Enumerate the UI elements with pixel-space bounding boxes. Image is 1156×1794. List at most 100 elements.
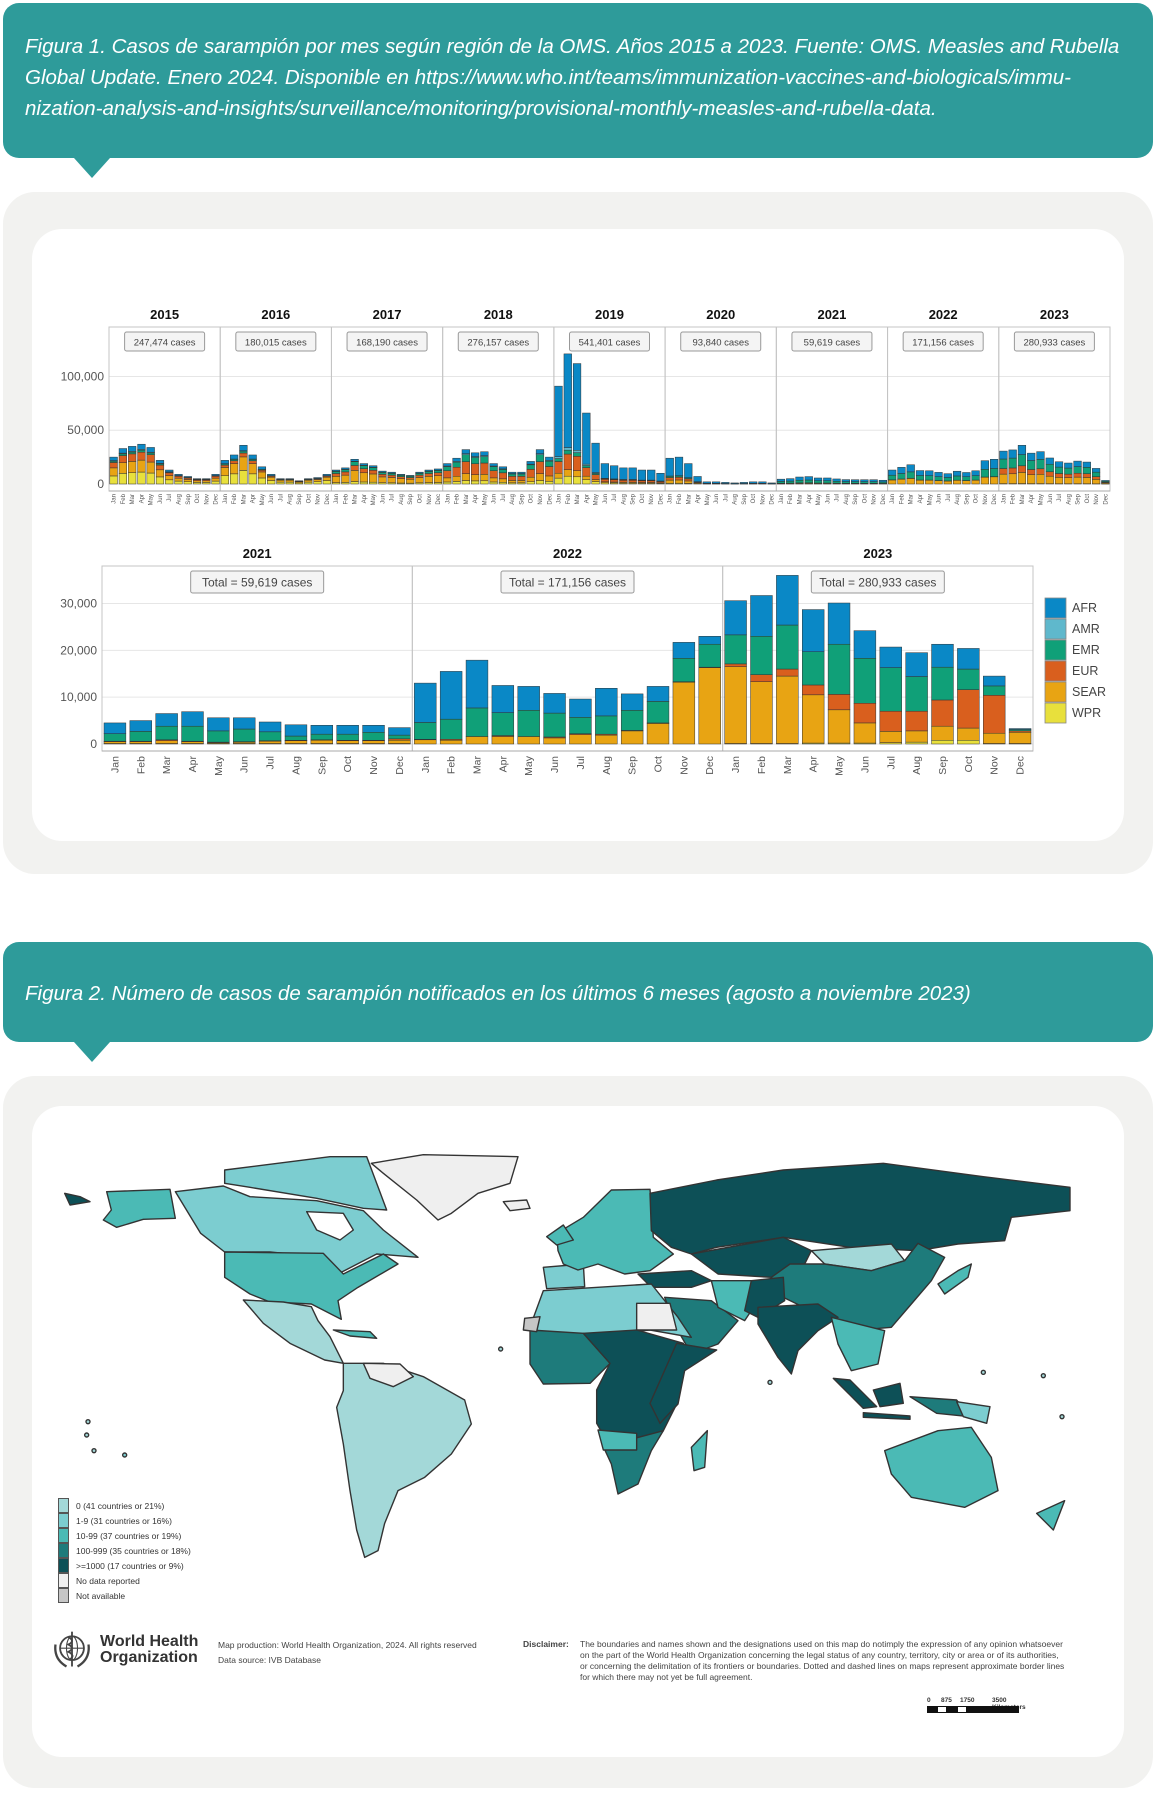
bar-segment-sear-2022-apr — [915, 479, 925, 485]
legend-label: >=1000 (17 countries or 9%) — [76, 1560, 184, 1571]
map-island-marker — [499, 1347, 503, 1351]
bar-segment-afr-2015-dec — [211, 474, 220, 476]
bar-segment-eur-2018-jan — [443, 470, 452, 479]
bar-segment-wpr-2023-aug — [905, 741, 928, 745]
bar-segment-wpr-2016-apr — [248, 473, 257, 485]
bar-segment-eur-2023-jul — [1054, 473, 1064, 478]
bar-segment-afr-2022-aug — [595, 688, 618, 717]
bar-segment-afr-2016-jun — [267, 474, 276, 476]
bar-segment-afr-2017-jan — [331, 469, 341, 472]
bar-segment-sear-2017-sep — [406, 479, 415, 484]
bar-segment-afr-2019-dec — [656, 472, 665, 482]
disclaimer-line: or concerning the delimitation of its fr… — [580, 1661, 1065, 1671]
bar-segment-afr-2021-apr — [804, 476, 813, 481]
bar-segment-emr-2023-may — [1036, 459, 1045, 470]
month-tick-label: Jan — [445, 494, 451, 504]
bar-segment-emr-2022-mar — [465, 707, 489, 737]
month-tick-label: Aug — [601, 756, 613, 775]
month-tick-label: Jan — [730, 756, 742, 773]
month-tick-label: Aug — [955, 494, 961, 505]
month-tick-label: Sep — [186, 493, 192, 504]
bar-segment-sear-2018-apr — [471, 474, 480, 482]
month-tick-label: Jul — [835, 494, 841, 502]
bar-segment-afr-2020-sep — [739, 482, 748, 484]
bar-segment-afr-2022-may — [925, 470, 934, 476]
bar-segment-eur-2016-jan — [220, 464, 229, 468]
month-tick-label: Dec — [881, 494, 887, 505]
bar-segment-emr-2022-may — [517, 710, 540, 737]
legend-label-afr: AFR — [1072, 601, 1097, 615]
bar-segment-afr-2023-apr — [802, 609, 825, 652]
map-region-south-america — [337, 1363, 472, 1557]
month-tick-label: Jun — [603, 494, 609, 504]
bar-segment-afr-2021-oct — [860, 479, 869, 482]
bar-segment-afr-2020-apr — [693, 476, 702, 482]
bar-segment-afr-2022-jan — [414, 682, 437, 723]
bar-segment-afr-2022-oct — [646, 686, 670, 702]
bar-segment-sear-2022-aug — [952, 480, 962, 485]
legend-swatch — [58, 1498, 69, 1513]
month-tick-label: Oct — [862, 494, 868, 504]
bar-segment-emr-2015-apr — [137, 449, 146, 453]
bar-segment-wpr-2019-mar — [572, 476, 582, 485]
month-tick-label: Dec — [704, 756, 716, 775]
bar-segment-sear-2017-feb — [341, 474, 350, 483]
y-tick-label: 20,000 — [60, 643, 97, 657]
bar-segment-afr-2017-mar — [350, 459, 359, 462]
bar-segment-emr-2018-aug — [508, 473, 517, 477]
month-tick-label: May — [260, 494, 266, 505]
bar-segment-emr-2017-nov — [424, 471, 433, 474]
bar-segment-emr-2021-oct — [336, 733, 359, 741]
bar-segment-emr-2023-nov — [983, 685, 1006, 696]
bar-segment-afr-2021-mar — [155, 713, 178, 727]
bar-segment-emr-2022-apr — [491, 712, 515, 736]
map-region-canada-arctic — [225, 1157, 387, 1210]
month-tick-label: Jan — [1001, 494, 1007, 504]
bar-segment-eur-2017-jul — [387, 474, 396, 478]
bar-segment-wpr-2017-apr — [359, 481, 368, 485]
map-region-australia — [885, 1427, 998, 1507]
year-title: 2023 — [863, 546, 892, 561]
bar-segment-afr-2018-dec — [545, 456, 554, 461]
bar-segment-sear-2015-sep — [183, 479, 192, 482]
year-title: 2021 — [243, 546, 272, 561]
legend-swatch-afr — [1044, 597, 1067, 619]
bar-segment-eur-2023-nov — [1092, 476, 1101, 480]
total-cases-box — [680, 331, 762, 352]
bar-segment-afr-2022-jul — [943, 473, 952, 478]
bar-segment-emr-2023-apr — [802, 651, 825, 686]
bar-segment-emr-2018-jan — [443, 466, 452, 471]
y-tick-label: 30,000 — [60, 596, 97, 610]
bar-segment-afr-2021-apr — [181, 711, 204, 727]
bar-segment-afr-2017-dec — [433, 468, 443, 471]
bar-segment-afr-2020-may — [702, 481, 711, 484]
bar-segment-afr-2022-dec — [698, 636, 721, 645]
bar-segment-eur-2015-apr — [137, 451, 146, 461]
bar-segment-eur-2016-may — [257, 469, 267, 473]
bar-segment-eur-2023-jan — [999, 468, 1008, 475]
bar-segment-sear-2021-sep — [310, 740, 333, 744]
bar-segment-emr-2021-jan — [103, 733, 127, 742]
bar-segment-afr-2020-dec — [767, 482, 776, 484]
month-tick-label: Mar — [909, 494, 915, 504]
bar-segment-afr-2022-jan — [888, 469, 897, 476]
bar-segment-afr-2023-apr — [1027, 452, 1036, 461]
bar-segment-sear-2021-nov — [362, 740, 385, 744]
bar-segment-afr-2017-apr — [359, 463, 368, 466]
bar-segment-emr-2019-apr — [582, 465, 591, 468]
bar-segment-emr-2023-jul — [1054, 466, 1064, 474]
map-legend-item: 0 (41 countries or 21%) — [58, 1498, 191, 1513]
month-tick-label: Feb — [1011, 493, 1017, 504]
bar-segment-afr-2019-apr — [582, 412, 591, 465]
bar-segment-emr-2023-apr — [1027, 460, 1036, 470]
bar-segment-eur-2017-jun — [378, 474, 387, 478]
bar-segment-wpr-2015-apr — [137, 471, 146, 485]
bar-segment-sear-2018-oct — [526, 476, 535, 482]
bar-segment-sear-2022-sep — [962, 480, 971, 485]
month-tick-label: Dec — [1015, 756, 1027, 775]
bar-segment-sear-2018-sep — [517, 480, 526, 484]
month-tick-label: Jun — [380, 494, 386, 504]
bar-segment-afr-2016-dec — [322, 474, 331, 476]
bar-segment-wpr-2015-aug — [174, 480, 183, 485]
bar-segment-afr-2018-mar — [461, 449, 470, 454]
